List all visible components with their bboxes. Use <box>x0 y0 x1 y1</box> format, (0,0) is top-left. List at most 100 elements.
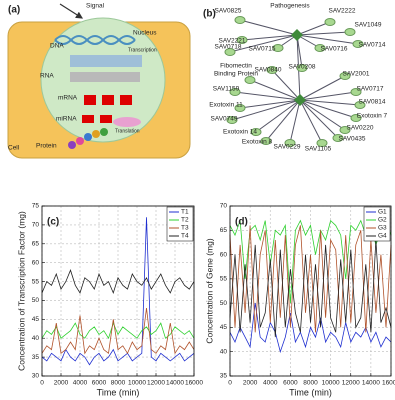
protein-bead <box>68 141 76 149</box>
legend-label: G3 <box>378 225 387 232</box>
edge <box>296 34 303 69</box>
node <box>296 64 308 72</box>
hub-node <box>294 94 306 106</box>
dna-helix <box>54 35 136 45</box>
x-tick-label: 6000 <box>92 380 107 387</box>
node-label: SAV1049 <box>355 22 382 29</box>
x-axis-label: Time (min) <box>97 387 140 397</box>
x-tick-label: 12000 <box>147 380 165 387</box>
label: Nucleus <box>133 30 157 37</box>
node <box>266 66 278 74</box>
hub-node <box>291 29 303 41</box>
y-tick-label: 35 <box>32 354 40 361</box>
node-label: SAV0814 <box>359 99 386 106</box>
y-tick-label: 60 <box>32 259 40 266</box>
node-label: SAV2222 <box>329 8 356 15</box>
edge <box>271 69 301 101</box>
y-tick-label: 60 <box>220 251 228 258</box>
y-tick-label: 70 <box>32 222 40 229</box>
node-label: SAV0718 <box>215 44 242 51</box>
node <box>350 88 362 96</box>
y-tick-label: 40 <box>32 335 40 342</box>
node <box>272 44 284 52</box>
protein-bead <box>100 128 108 136</box>
x-axis-label: Time (min) <box>289 387 332 397</box>
node-label: SAV0435 <box>339 136 366 143</box>
node <box>344 28 356 36</box>
node-label: SAV0717 <box>357 86 384 93</box>
label: Transcription <box>128 47 157 53</box>
label: DNA <box>50 43 64 50</box>
x-tick-label: 8000 <box>111 380 126 387</box>
node <box>260 137 272 145</box>
edge <box>234 91 301 101</box>
node <box>339 72 351 80</box>
x-tick-label: 2000 <box>54 380 69 387</box>
rna-strand <box>70 72 140 82</box>
x-tick-label: 16000 <box>382 380 395 387</box>
label: Cell <box>8 145 20 152</box>
node <box>314 44 326 52</box>
label: Signal <box>86 3 105 10</box>
mrna-block <box>102 95 114 105</box>
protein-bead <box>84 133 92 141</box>
node-label: Exotoxin 14 <box>223 129 257 136</box>
node <box>244 76 256 84</box>
node-label: SAV0749 <box>211 116 238 123</box>
y-tick-label: 70 <box>220 203 228 210</box>
node <box>236 36 248 44</box>
node <box>226 116 238 124</box>
y-tick-label: 35 <box>220 373 228 380</box>
x-tick-label: 0 <box>228 380 232 387</box>
series-line <box>41 321 195 340</box>
x-tick-label: 10000 <box>128 380 146 387</box>
panel-label: (b) <box>203 9 216 20</box>
edge <box>299 75 346 101</box>
edge <box>231 99 301 121</box>
node <box>229 88 241 96</box>
node <box>352 40 364 48</box>
x-tick-label: 10000 <box>322 380 340 387</box>
y-tick-label: 45 <box>220 324 228 331</box>
edge <box>289 99 301 144</box>
node-label: Fibomectin <box>220 63 252 70</box>
edge <box>249 79 301 101</box>
plot-frame <box>41 205 195 377</box>
y-tick-label: 75 <box>32 203 40 210</box>
legend-label: T3 <box>181 225 189 232</box>
node-label: SAV0825 <box>215 8 242 15</box>
series-line <box>229 239 392 338</box>
series-line <box>229 303 392 354</box>
edge <box>255 99 301 133</box>
series-line <box>229 225 392 333</box>
edge <box>296 34 359 45</box>
y-tick-label: 65 <box>32 240 40 247</box>
node-label: SAV2001 <box>343 71 370 78</box>
edge <box>229 34 298 53</box>
ribosome <box>113 117 141 127</box>
node-label: Exotoxin 11 <box>209 102 243 109</box>
y-axis-label: Concentration of Transcription Factor (m… <box>16 211 26 371</box>
edge <box>299 99 357 119</box>
dna-helix <box>54 35 136 45</box>
series-line <box>41 269 195 295</box>
node <box>339 126 351 134</box>
x-tick-label: 16000 <box>185 380 203 387</box>
x-tick-label: 4000 <box>263 380 278 387</box>
edge <box>299 91 357 101</box>
panel-label: (a) <box>8 5 20 16</box>
node <box>250 128 262 136</box>
x-tick-label: 6000 <box>283 380 298 387</box>
y-tick-label: 50 <box>220 300 228 307</box>
legend-label: T2 <box>181 217 189 224</box>
x-tick-label: 14000 <box>362 380 380 387</box>
edge <box>299 99 323 144</box>
legend-box <box>166 206 194 242</box>
mirna-block <box>100 115 112 123</box>
edge <box>296 31 351 36</box>
x-tick-label: 8000 <box>303 380 318 387</box>
x-tick-label: 2000 <box>243 380 258 387</box>
node <box>354 101 366 109</box>
label: Protein <box>36 143 57 150</box>
